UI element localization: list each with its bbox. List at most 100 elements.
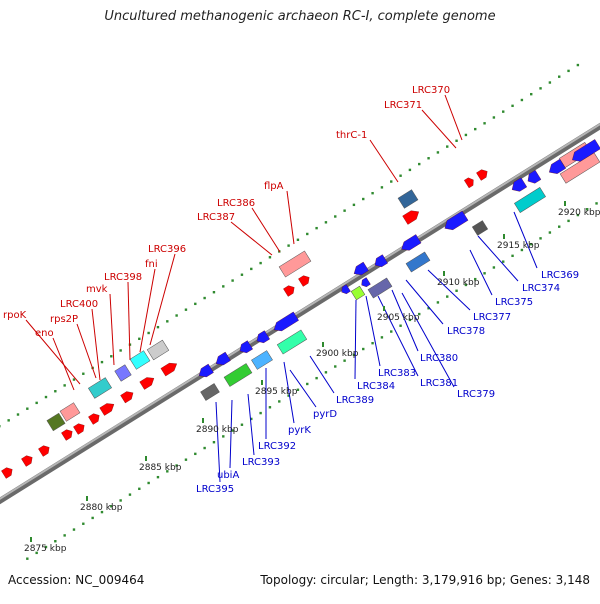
forward-gene-arrow	[61, 429, 73, 441]
outer-tick-dot	[352, 203, 356, 207]
outer-tick-dot	[371, 191, 374, 195]
forward-gene-arrow	[464, 177, 474, 189]
outer-tick-dot	[343, 209, 346, 212]
inner-tick-dot	[595, 202, 598, 205]
inner-tick-dot	[539, 237, 542, 240]
scale-label: 2885 kbp	[139, 463, 182, 473]
outer-tick-dot	[175, 314, 178, 317]
inner-tick-dot	[408, 318, 412, 322]
outer-tick-dot	[54, 390, 57, 393]
inner-tick-dot	[63, 534, 66, 537]
gene-block-pink	[59, 402, 81, 422]
reverse-leader	[289, 369, 317, 408]
inner-tick-dot	[138, 487, 141, 491]
inner-tick-dot	[44, 545, 48, 549]
outer-tick-dot	[446, 145, 449, 148]
gene-block-grey	[200, 383, 220, 401]
inner-tick-dot	[418, 312, 421, 316]
reverse-gene-arrow	[361, 277, 371, 287]
reverse-gene-label: LRC389	[336, 395, 374, 406]
forward-gene-label: mvk	[86, 284, 108, 295]
inner-tick-dot	[278, 400, 281, 403]
outer-tick-dot	[539, 87, 542, 90]
inner-tick-dot	[203, 446, 206, 450]
scale-label: 2875 kbp	[24, 544, 67, 554]
inner-tick-dot	[54, 540, 57, 543]
outer-tick-dot	[110, 355, 113, 358]
reverse-gene-label: LRC393	[242, 457, 280, 468]
inner-tick-dot	[492, 266, 496, 269]
outer-tick-dot	[212, 291, 216, 294]
forward-leader	[91, 308, 101, 381]
outer-tick-dot	[436, 151, 440, 154]
reverse-gene-arrow	[511, 177, 528, 192]
inner-tick-dot	[390, 330, 393, 333]
forward-leader	[251, 207, 281, 253]
reverse-leader	[401, 292, 455, 388]
inner-tick-dot	[483, 272, 486, 275]
outer-tick-dot	[576, 63, 580, 67]
scale-tick	[503, 234, 505, 239]
forward-gene-label: LRC396	[148, 244, 186, 255]
scale-tick	[30, 537, 32, 542]
outer-tick-dot	[16, 413, 20, 416]
reverse-gene-arrow	[341, 284, 351, 294]
gene-block-mint	[276, 329, 308, 355]
scale-label: 2880 kbp	[80, 503, 123, 513]
outer-tick-dot	[0, 424, 1, 428]
inner-tick-dot	[586, 208, 589, 211]
inner-tick-dot	[250, 417, 253, 421]
outer-tick-dot	[63, 384, 66, 387]
reverse-gene-label: LRC392	[258, 441, 296, 452]
outer-tick-dot	[231, 279, 234, 282]
inner-tick-dot	[26, 557, 29, 560]
inner-tick-dot	[166, 470, 169, 473]
scale-label: 2920 kbp	[558, 208, 600, 218]
reverse-gene-label: LRC378	[447, 326, 485, 337]
outer-tick-dot	[548, 81, 552, 84]
gene-block-pink	[559, 152, 600, 184]
outer-tick-dot	[362, 197, 365, 201]
forward-gene-label: fni	[145, 259, 158, 270]
outer-tick-dot	[483, 122, 486, 125]
reverse-leader	[229, 399, 233, 469]
gene-block-lime	[350, 285, 366, 301]
gene-block-steel	[405, 251, 431, 273]
reverse-gene-label: LRC384	[357, 381, 395, 392]
reverse-leader	[477, 235, 519, 282]
outer-tick-dot	[324, 221, 328, 224]
forward-gene-label: LRC386	[217, 198, 255, 209]
outer-tick-dot	[147, 331, 150, 335]
reverse-leader	[469, 249, 493, 296]
forward-leader	[421, 109, 457, 149]
inner-tick-dot	[110, 505, 113, 508]
outer-tick-dot	[492, 116, 496, 119]
inner-tick-dot	[548, 231, 552, 234]
forward-leader	[139, 268, 156, 353]
reverse-gene-label: ubiA	[217, 470, 239, 481]
outer-tick-dot	[455, 139, 458, 142]
scale-label: 2890 kbp	[196, 425, 239, 435]
reverse-gene-label: LRC383	[378, 368, 416, 379]
inner-tick-dot	[82, 522, 85, 525]
forward-gene-arrow	[73, 423, 85, 435]
outer-tick-dot	[511, 104, 514, 108]
inner-tick-dot	[343, 359, 346, 362]
inner-tick-dot	[567, 219, 570, 223]
reverse-gene-label: LRC369	[541, 270, 579, 281]
reverse-gene-arrow	[527, 169, 542, 184]
scale-tick	[202, 418, 204, 423]
map-title: Uncultured methanogenic archaeon RC-I, c…	[104, 9, 496, 24]
inner-tick-dot	[184, 458, 188, 461]
reverse-leader	[215, 401, 221, 483]
forward-gene-arrow	[160, 362, 177, 377]
forward-leader	[25, 319, 81, 385]
outer-tick-dot	[100, 360, 104, 364]
reverse-leader	[405, 279, 444, 325]
outer-tick-dot	[35, 401, 38, 405]
forward-leader	[127, 281, 131, 361]
reverse-gene-label: LRC374	[522, 283, 560, 294]
forward-gene-arrow	[402, 210, 419, 225]
outer-tick-dot	[250, 267, 253, 271]
inner-tick-dot	[259, 411, 262, 415]
